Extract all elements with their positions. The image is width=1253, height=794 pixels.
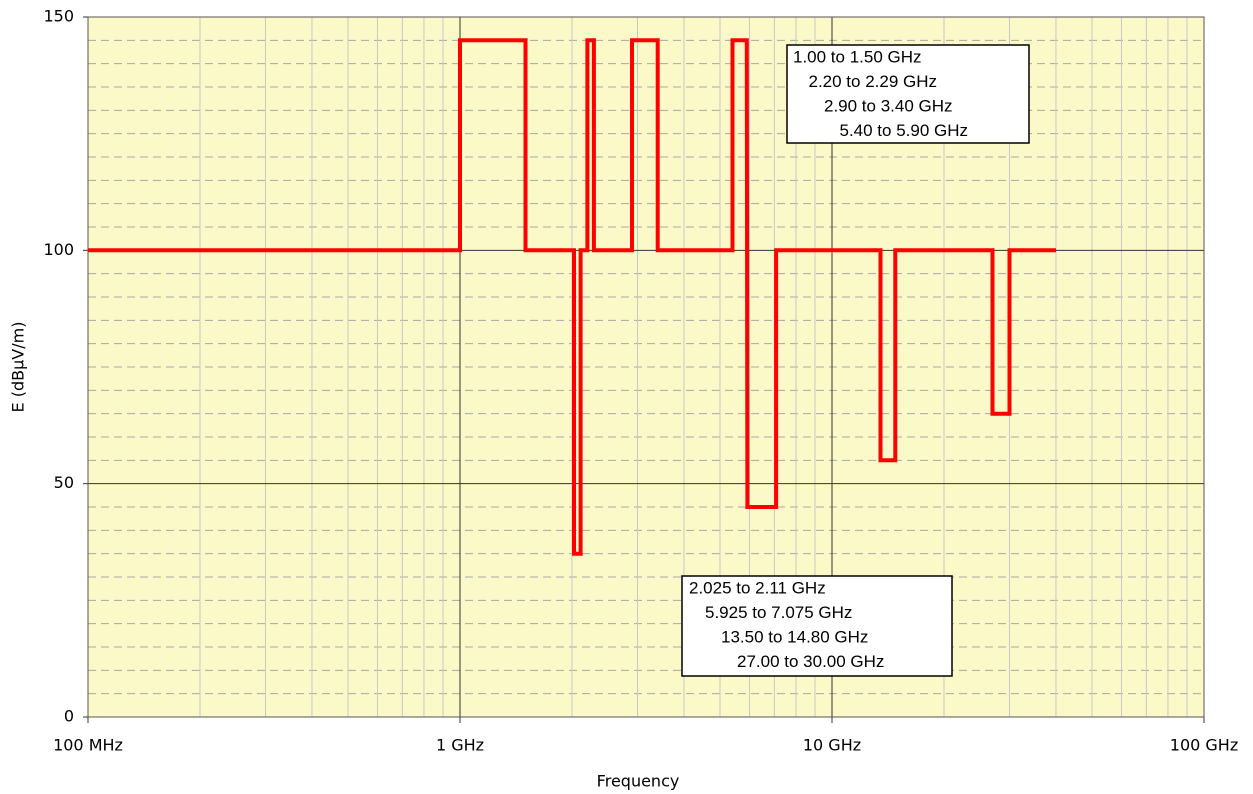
y-tick-label: 50 [54, 473, 74, 492]
y-tick-label: 0 [64, 707, 74, 726]
annotation-text: 1.00 to 1.50 GHz [793, 47, 922, 66]
annotation-text: 27.00 to 30.00 GHz [737, 652, 884, 671]
annotation-text: 2.90 to 3.40 GHz [824, 96, 953, 115]
y-tick-label: 150 [43, 7, 74, 26]
plot-area [88, 17, 1204, 717]
annotation-text: 2.025 to 2.11 GHz [689, 578, 826, 597]
annotation-box [681, 575, 953, 677]
annotation-text: 13.50 to 14.80 GHz [721, 627, 868, 646]
annotation-text: 5.925 to 7.075 GHz [705, 603, 852, 622]
annotation-text: 5.40 to 5.90 GHz [840, 121, 969, 140]
x-axis-label: Frequency [597, 772, 680, 791]
y-axis-label: E (dBµV/m) [9, 322, 28, 413]
series-line [88, 38, 1056, 556]
x-tick-label: 10 GHz [803, 736, 861, 755]
x-tick-label: 1 GHz [436, 736, 484, 755]
x-tick-label: 100 GHz [1170, 736, 1238, 755]
annotation-box [786, 44, 1030, 144]
plot-border [87, 16, 1205, 718]
x-tick-label: 100 MHz [53, 736, 123, 755]
annotation-text: 2.20 to 2.29 GHz [809, 72, 938, 91]
y-tick-label: 100 [43, 240, 74, 259]
